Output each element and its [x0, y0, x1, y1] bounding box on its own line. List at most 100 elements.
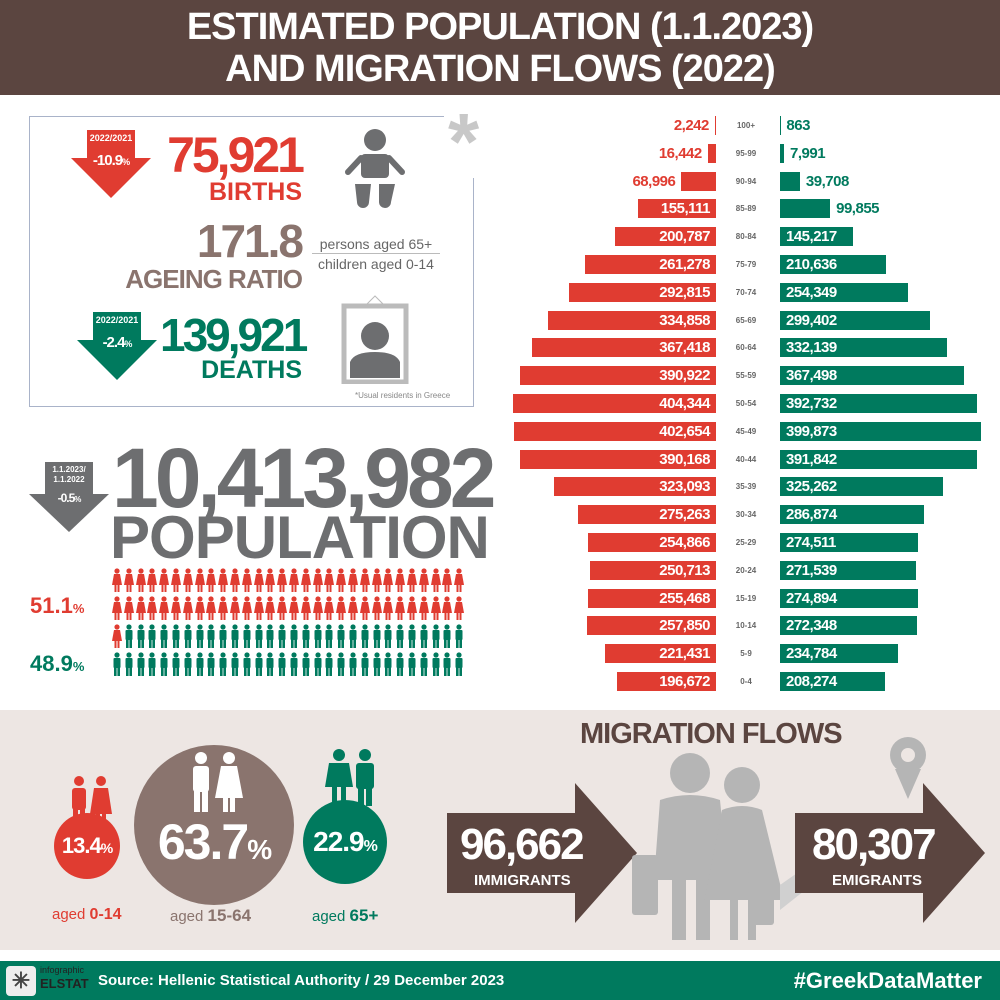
female-value-85-89: 155,111 [660, 200, 711, 218]
footer: ✳ infographic ELSTAT Source: Hellenic St… [0, 961, 1000, 1000]
male-bar-35-39 [780, 477, 944, 497]
female-bar-15-19 [587, 588, 716, 608]
female-value-0-4: 196,672 [659, 673, 710, 690]
male-person-icon [125, 624, 133, 648]
male-person-icon [337, 652, 345, 676]
male-person-icon [196, 624, 204, 648]
male-person-icon [172, 652, 180, 676]
female-value-35-39: 323,093 [659, 478, 710, 496]
male-value-65-69: 299,402 [786, 311, 837, 329]
male-bar-60-64 [780, 338, 947, 358]
male-value-35-39: 325,262 [786, 478, 837, 496]
female-person-icon [277, 568, 288, 592]
male-person-icon [384, 652, 392, 676]
ratio-denominator: children aged 0-14 [318, 256, 434, 272]
female-person-icon [159, 568, 170, 592]
female-bar-30-34 [577, 505, 716, 525]
male-value-20-24: 271,539 [786, 561, 837, 579]
adults-icon [193, 752, 243, 812]
male-person-icon [302, 624, 310, 648]
female-bar-70-74 [569, 282, 716, 302]
female-value-10-14: 257,850 [659, 617, 710, 635]
male-value-80-84: 145,217 [786, 228, 837, 246]
male-bar-80-84 [780, 227, 853, 247]
female-person-icon [182, 596, 193, 620]
female-person-icon [383, 568, 394, 592]
age-label-55-59: 55-59 [735, 371, 757, 381]
female-person-icon [407, 568, 417, 592]
age-label-5-9: 5-9 [740, 649, 752, 659]
female-bar-55-59 [519, 366, 716, 386]
age-label-50-54: 50-54 [735, 399, 757, 408]
age-label-0-4: 0-4 [740, 677, 752, 686]
female-bar-25-29 [588, 533, 716, 552]
male-value-40-44: 391,842 [786, 450, 837, 468]
male-person-icon [266, 624, 274, 648]
female-person-icon [135, 568, 146, 592]
male-bar-40-44 [780, 449, 977, 469]
male-person-icon [455, 624, 463, 648]
male-bar-15-19 [780, 588, 918, 608]
female-person-icon [418, 596, 429, 620]
male-person-icon [420, 624, 428, 648]
male-person-icon [125, 652, 133, 676]
female-person-icon [253, 596, 264, 620]
immigrants-arrow [447, 783, 637, 923]
age-label-60-64: 60-64 [735, 343, 757, 353]
female-person-icon [407, 596, 417, 620]
age-label-100+: 100+ [736, 121, 756, 130]
male-bar-70-74 [780, 282, 908, 302]
male-person-icon [408, 624, 416, 648]
male-person-icon [408, 652, 416, 676]
female-person-icon [241, 596, 252, 620]
female-person-icon [324, 568, 335, 592]
male-person-icon [231, 624, 239, 648]
female-person-icon [395, 568, 406, 592]
female-value-40-44: 390,168 [659, 450, 710, 468]
female-person-icon [218, 596, 229, 620]
title-line-2: AND MIGRATION FLOWS (2022) [225, 48, 776, 90]
ageing-ratio-label: AGEING RATIO [125, 264, 303, 294]
male-person-icon [196, 652, 204, 676]
female-person-icon [135, 596, 146, 620]
male-person-icon [349, 624, 357, 648]
children-icon [72, 776, 112, 827]
female-bar-50-54 [513, 394, 716, 413]
female-person-icon [265, 568, 276, 592]
age-label-30-34: 30-34 [735, 510, 757, 520]
male-person-icon [396, 624, 404, 648]
male-bar-75-79 [780, 255, 886, 274]
male-value-10-14: 272,348 [786, 617, 837, 635]
male-person-icon [325, 624, 333, 648]
female-person-icon [206, 596, 217, 620]
male-person-icon [148, 652, 156, 676]
births-period: 2022/2021 [89, 133, 133, 143]
hashtag: #GreekDataMatter [793, 968, 982, 993]
population-period-2: 1.1.2022 [53, 475, 85, 484]
male-person-icon [255, 652, 263, 676]
female-person-icon [359, 568, 370, 592]
female-value-55-59: 390,922 [659, 367, 710, 385]
ageing-ratio-value: 171.8 [196, 215, 304, 267]
female-person-icon [430, 568, 441, 592]
male-person-icon [432, 652, 440, 676]
female-bar-85-89 [638, 199, 716, 219]
framed-portrait-icon [341, 295, 409, 384]
female-bar-100+ [714, 116, 716, 135]
female-person-icon [300, 568, 311, 592]
male-bar-55-59 [780, 366, 965, 386]
emigrants-arrow [795, 783, 985, 923]
male-person-icon [148, 624, 156, 648]
male-value-5-9: 234,784 [786, 645, 837, 663]
deaths-label: DEATHS [201, 356, 302, 384]
male-person-icon [396, 652, 404, 676]
deaths-period: 2022/2021 [95, 315, 139, 325]
male-value-45-49: 399,873 [786, 422, 837, 440]
births-value: 75,921 [167, 127, 305, 183]
female-person-icon [371, 568, 382, 592]
female-value-60-64: 367,418 [659, 339, 710, 357]
female-bar-95-99 [707, 143, 716, 163]
female-person-icon [194, 568, 205, 592]
age-label-25-29: 25-29 [735, 538, 757, 547]
population-value: 10,413,982 [112, 431, 496, 525]
